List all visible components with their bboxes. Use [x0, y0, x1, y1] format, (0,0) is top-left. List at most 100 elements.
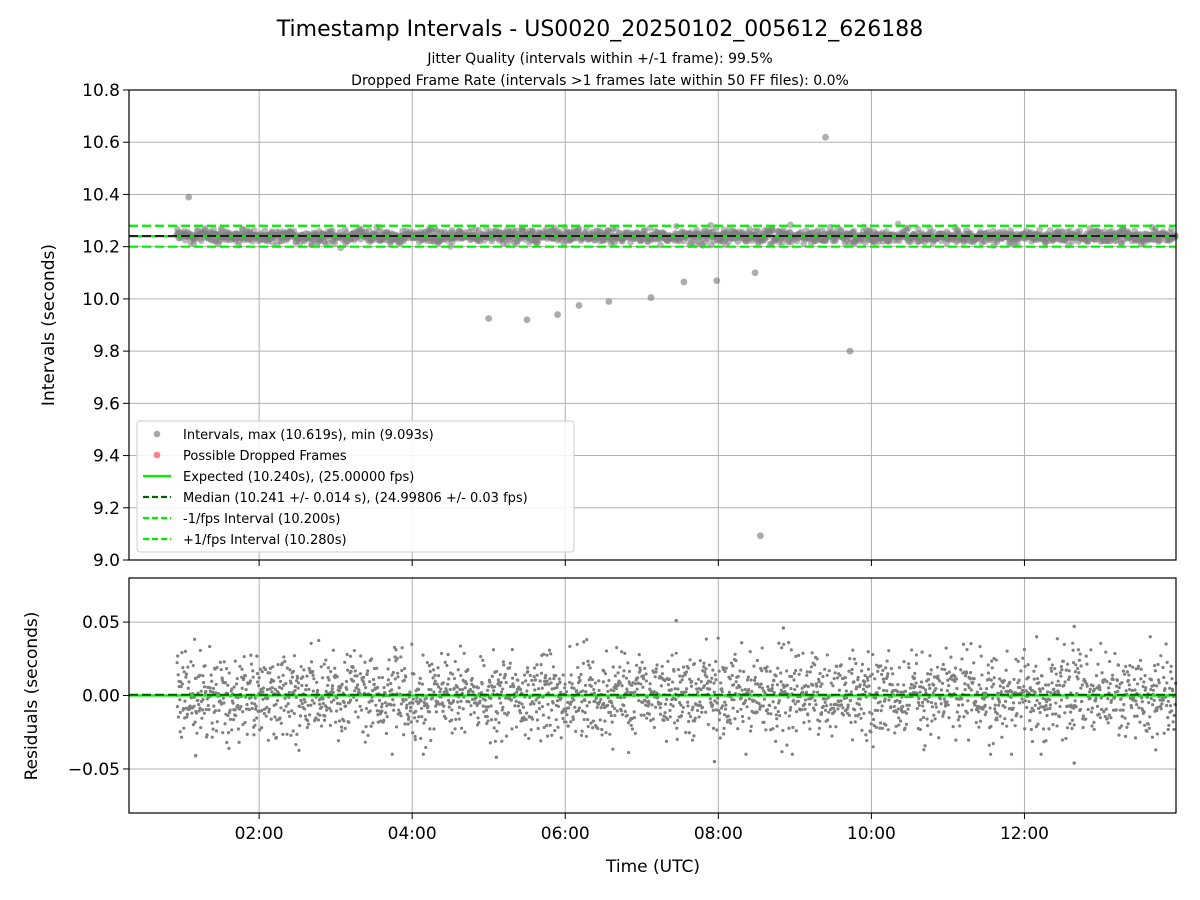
residual-point — [551, 665, 555, 669]
residual-point — [660, 664, 664, 669]
residual-point — [429, 688, 433, 692]
chart-subtitle-jitter: Jitter Quality (intervals within +/-1 fr… — [426, 51, 772, 67]
residual-point — [267, 707, 271, 711]
residual-point — [424, 696, 428, 700]
residual-point — [475, 723, 480, 727]
residual-point — [728, 677, 732, 681]
residual-point — [603, 672, 608, 676]
residual-point — [530, 717, 535, 721]
residual-point — [286, 702, 290, 706]
residual-point — [260, 670, 264, 674]
residual-point — [257, 676, 261, 680]
residual-point — [921, 704, 925, 708]
residual-point — [835, 703, 839, 707]
residual-point — [629, 723, 633, 727]
residual-point — [402, 678, 406, 682]
residual-point — [446, 698, 451, 702]
residual-point — [803, 702, 807, 706]
residual-point — [369, 724, 373, 728]
intervals-axes-frame — [128, 89, 1177, 561]
residual-point — [852, 680, 856, 684]
residual-point — [926, 700, 930, 704]
residual-point — [901, 704, 905, 709]
residual-point — [732, 683, 736, 687]
residual-point — [814, 682, 818, 686]
residual-point — [796, 699, 800, 703]
residual-point — [747, 687, 751, 692]
residual-point — [355, 683, 360, 687]
residual-point — [501, 687, 505, 691]
residual-point — [1109, 698, 1114, 703]
residual-point — [644, 679, 648, 683]
residual-point — [413, 734, 417, 739]
residual-point — [937, 710, 941, 714]
residual-point — [249, 662, 254, 666]
residual-point — [353, 689, 357, 693]
residual-point — [1113, 651, 1117, 656]
residual-point — [187, 680, 191, 684]
residual-point — [876, 669, 880, 673]
residual-point — [442, 704, 446, 708]
residual-point — [998, 677, 1002, 681]
residual-point — [681, 674, 685, 678]
residual-point — [559, 696, 563, 700]
residual-point — [522, 673, 527, 677]
residual-point — [1077, 658, 1082, 662]
residual-point — [958, 724, 962, 728]
residual-point — [1045, 713, 1049, 718]
residual-point — [272, 679, 276, 683]
residual-point — [898, 699, 902, 703]
residual-point — [559, 690, 563, 695]
residual-point — [820, 711, 824, 715]
residual-point — [905, 703, 909, 707]
residual-point — [996, 691, 1000, 695]
residual-point — [1060, 738, 1064, 742]
residual-point — [638, 668, 642, 672]
residual-point — [407, 715, 411, 719]
residual-point — [485, 714, 489, 719]
residual-point — [1147, 701, 1151, 705]
residual-point — [1064, 668, 1068, 672]
residual-point — [195, 731, 199, 735]
residual-point — [387, 658, 391, 662]
residual-point — [771, 700, 775, 704]
residual-point — [335, 701, 340, 706]
residual-point — [241, 722, 245, 727]
residual-point — [211, 686, 216, 691]
residual-point — [1060, 668, 1064, 672]
residual-point — [722, 713, 727, 717]
residual-point — [1105, 680, 1109, 684]
residual-point — [941, 714, 945, 718]
residual-point — [805, 673, 809, 678]
residual-point — [382, 718, 386, 722]
residual-point — [859, 716, 863, 720]
residual-point — [849, 720, 853, 725]
residual-point — [874, 696, 878, 700]
residual-point — [763, 691, 767, 695]
residual-point — [1135, 714, 1139, 718]
residual-point — [712, 681, 716, 685]
residual-point — [556, 725, 560, 729]
residual-point — [262, 711, 266, 716]
residual-point — [1101, 680, 1105, 684]
residual-point — [236, 695, 240, 700]
residual-point — [861, 687, 866, 691]
residual-point — [806, 685, 810, 689]
residual-point — [325, 708, 329, 712]
residual-point — [774, 674, 778, 678]
residual-point — [731, 706, 735, 710]
residual-point — [255, 671, 259, 676]
residual-point — [448, 687, 452, 692]
residual-point — [686, 700, 690, 704]
residual-point — [847, 713, 851, 717]
residual-point — [1130, 688, 1134, 693]
residual-point — [648, 682, 652, 686]
residual-point — [1071, 641, 1075, 645]
residual-point — [765, 708, 770, 712]
residual-point — [676, 718, 680, 723]
residual-point — [995, 712, 999, 716]
residual-point — [1136, 664, 1141, 668]
residual-point — [1018, 686, 1022, 690]
residual-point — [359, 708, 364, 712]
residual-point — [202, 680, 206, 685]
